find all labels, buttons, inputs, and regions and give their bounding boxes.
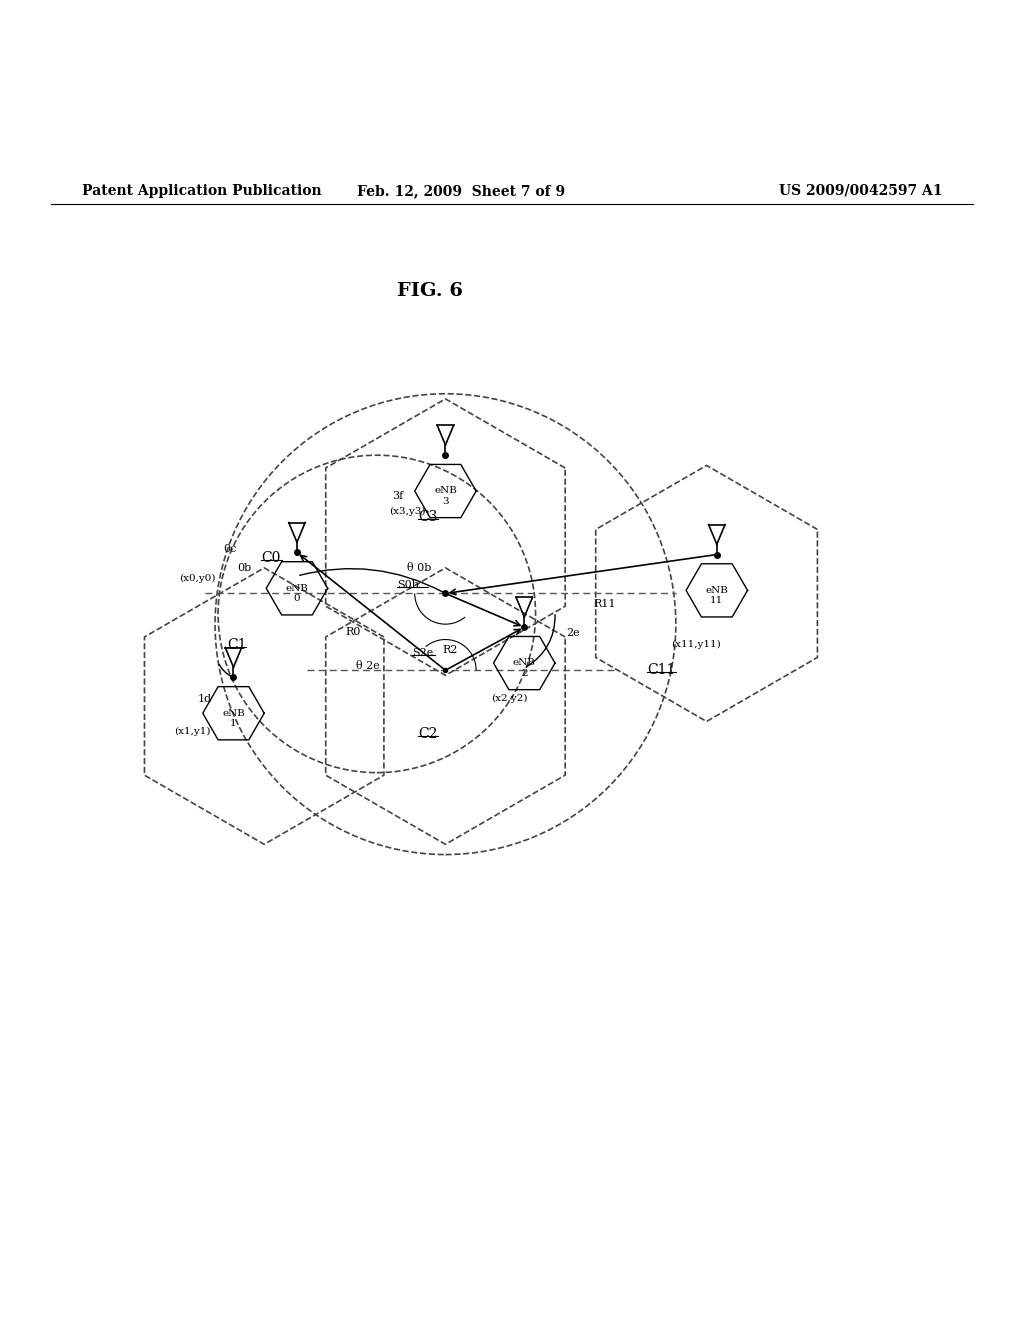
Text: eNB
2: eNB 2: [513, 659, 536, 678]
Text: 2e: 2e: [566, 628, 580, 639]
Text: FIG. 6: FIG. 6: [397, 282, 463, 301]
Text: R0: R0: [345, 627, 361, 638]
Text: R2: R2: [442, 644, 459, 655]
Text: C3: C3: [418, 510, 437, 524]
Text: C2: C2: [418, 727, 437, 741]
Text: (x2,y2): (x2,y2): [492, 694, 528, 704]
Text: eNB
3: eNB 3: [434, 487, 457, 506]
Text: eNB
11: eNB 11: [706, 586, 728, 605]
Text: θ 2e: θ 2e: [356, 661, 380, 671]
Text: (x1,y1): (x1,y1): [174, 727, 211, 737]
Text: C0: C0: [261, 550, 281, 565]
Text: eNB
0: eNB 0: [286, 583, 308, 603]
Text: C1: C1: [227, 638, 247, 652]
Text: S2e: S2e: [412, 648, 433, 657]
Text: C11: C11: [647, 663, 676, 677]
Text: 0b: 0b: [238, 562, 252, 573]
Text: US 2009/0042597 A1: US 2009/0042597 A1: [778, 183, 942, 198]
Text: (x0,y0): (x0,y0): [179, 573, 216, 582]
Text: 1d: 1d: [198, 694, 212, 704]
Text: eNB
1: eNB 1: [222, 709, 245, 729]
Text: R11: R11: [593, 599, 615, 609]
Text: 0c: 0c: [223, 544, 237, 554]
Text: (x3,y3): (x3,y3): [389, 507, 426, 516]
Text: Patent Application Publication: Patent Application Publication: [82, 183, 322, 198]
Text: S0b: S0b: [397, 581, 419, 590]
Text: Feb. 12, 2009  Sheet 7 of 9: Feb. 12, 2009 Sheet 7 of 9: [356, 183, 565, 198]
Text: θ 0b: θ 0b: [407, 562, 431, 573]
Text: (x11,y11): (x11,y11): [671, 640, 721, 649]
Text: 3f: 3f: [392, 491, 403, 502]
